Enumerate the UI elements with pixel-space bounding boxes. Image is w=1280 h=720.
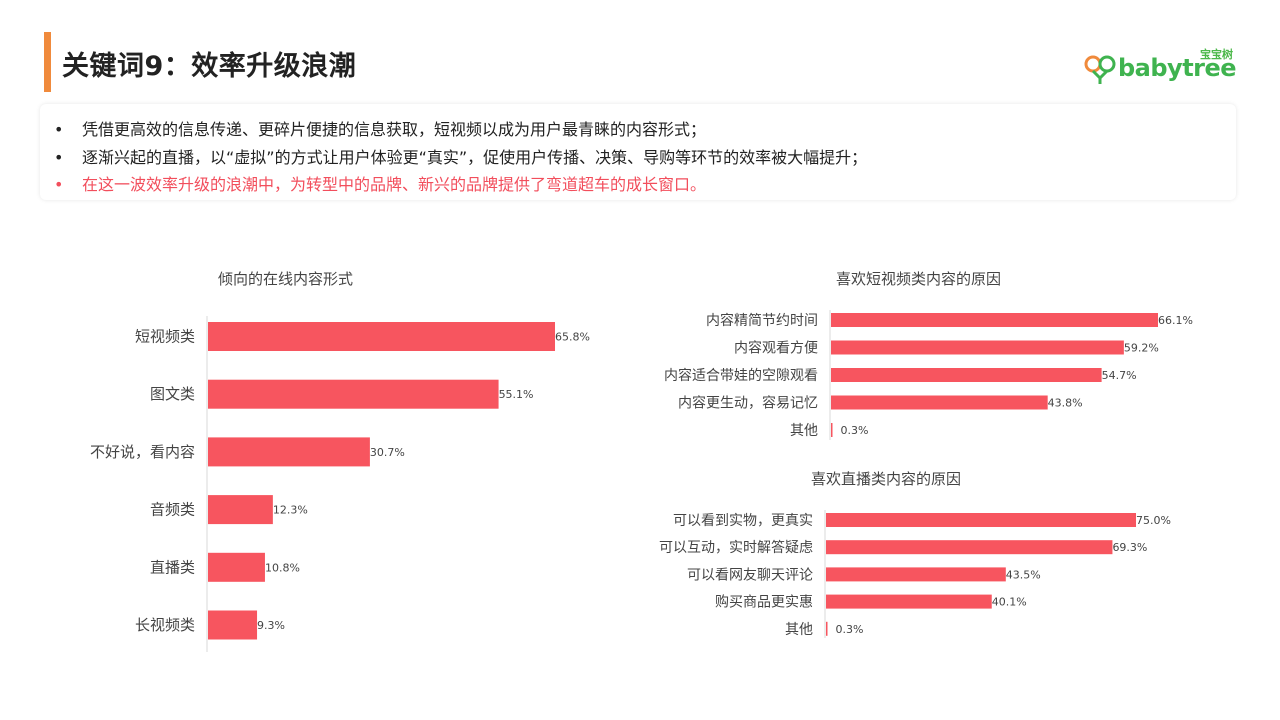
chart-value-label: 75.0% bbox=[1136, 514, 1171, 527]
chart-category-label: 内容更生动，容易记忆 bbox=[678, 395, 818, 412]
chart-category-label: 内容适合带娃的空隙观看 bbox=[664, 367, 818, 384]
summary-box: • 凭借更高效的信息传递、更碎片便捷的信息获取，短视频以成为用户最青睐的内容形式；… bbox=[40, 104, 1236, 200]
babytree-logo-icon bbox=[1084, 55, 1116, 84]
chart-bar bbox=[831, 423, 833, 437]
chart-1: 短视频类 65.8% 图文类 55.1% 不好说，看内容 30.7% 音频类 12.3% 直播类… bbox=[90, 316, 590, 652]
chart-value-label: 0.3% bbox=[836, 623, 864, 636]
chart-bar bbox=[826, 567, 1006, 582]
chart-category-label: 音频类 bbox=[150, 501, 195, 519]
chart-bar bbox=[831, 313, 1158, 327]
bullet-text: 逐渐兴起的直播，以“虚拟”的方式让用户体验更“真实”，促使用户传播、决策、导购等… bbox=[82, 148, 868, 167]
page-title: 关键词9：效率升级浪潮 bbox=[62, 51, 357, 82]
logo-wordmark: babytree bbox=[1118, 54, 1237, 82]
chart-category-label: 其他 bbox=[785, 622, 813, 638]
bullet-text: 在这一波效率升级的浪潮中，为转型中的品牌、新兴的品牌提供了弯道超车的成长窗口。 bbox=[82, 175, 707, 194]
chart-category-label: 购买商品更实惠 bbox=[715, 595, 813, 611]
chart-value-label: 30.7% bbox=[370, 446, 405, 459]
chart-bar bbox=[826, 513, 1136, 527]
chart-value-label: 43.5% bbox=[1006, 568, 1041, 581]
chart-value-label: 40.1% bbox=[992, 596, 1027, 609]
chart-value-label: 69.3% bbox=[1112, 541, 1147, 554]
chart-category-label: 长视频类 bbox=[135, 616, 195, 634]
chart-bar bbox=[208, 495, 273, 525]
chart-2: 内容精简节约时间 66.1% 内容观看方便 59.2% 内容适合带娃的空隙观看 54.7%… bbox=[664, 310, 1193, 440]
chart-bar bbox=[831, 395, 1048, 410]
chart-bar bbox=[826, 540, 1113, 555]
bullet-item: • 逐渐兴起的直播，以“虚拟”的方式让用户体验更“真实”，促使用户传播、决策、导购… bbox=[54, 144, 867, 168]
bullet-marker: • bbox=[54, 175, 64, 194]
chart-value-label: 9.3% bbox=[257, 619, 285, 632]
chart-bar bbox=[208, 379, 499, 409]
chart-value-label: 12.3% bbox=[273, 504, 308, 517]
chart-value-label: 66.1% bbox=[1158, 314, 1193, 327]
chart-value-label: 43.8% bbox=[1048, 397, 1083, 410]
chart-value-label: 55.1% bbox=[499, 388, 534, 401]
chart-category-label: 可以看到实物，更真实 bbox=[673, 513, 813, 529]
chart-category-label: 可以看网友聊天评论 bbox=[687, 567, 813, 583]
chart-bar bbox=[831, 368, 1102, 382]
logo-chinese-name: 宝宝树 bbox=[1200, 48, 1233, 61]
bullet-marker: • bbox=[54, 148, 64, 167]
chart-category-label: 其他 bbox=[790, 423, 818, 439]
chart-category-label: 可以互动，实时解答疑虑 bbox=[659, 539, 813, 556]
chart-category-label: 短视频类 bbox=[135, 328, 195, 346]
chart-bar bbox=[208, 322, 555, 351]
title-accent-bar bbox=[44, 32, 51, 92]
chart-bar bbox=[831, 340, 1124, 355]
chart-bar bbox=[826, 594, 992, 609]
chart-3: 可以看到实物，更真实 75.0% 可以互动，实时解答疑虑 69.3% 可以看网友聊天评论… bbox=[659, 510, 1171, 638]
chart-title-short-video-reasons: 喜欢短视频类内容的原因 bbox=[836, 270, 1002, 288]
chart-bar bbox=[208, 610, 258, 640]
chart-category-label: 内容精简节约时间 bbox=[706, 312, 818, 329]
chart-title-live-reasons: 喜欢直播类内容的原因 bbox=[811, 470, 962, 488]
chart-bar bbox=[208, 437, 370, 467]
bullet-marker: • bbox=[54, 120, 64, 139]
chart-value-label: 59.2% bbox=[1124, 342, 1159, 355]
chart-category-label: 直播类 bbox=[150, 558, 195, 576]
chart-category-label: 不好说，看内容 bbox=[90, 443, 195, 461]
chart-bar bbox=[826, 621, 828, 636]
chart-title-content-format: 倾向的在线内容形式 bbox=[218, 270, 354, 288]
chart-bar bbox=[208, 552, 265, 582]
chart-value-label: 54.7% bbox=[1102, 369, 1137, 382]
chart-category-label: 内容观看方便 bbox=[734, 340, 818, 357]
bullet-item: • 凭借更高效的信息传递、更碎片便捷的信息获取，短视频以成为用户最青睐的内容形式； bbox=[54, 116, 706, 140]
chart-value-label: 65.8% bbox=[555, 331, 590, 344]
bullet-item-highlight: • 在这一波效率升级的浪潮中，为转型中的品牌、新兴的品牌提供了弯道超车的成长窗口。 bbox=[54, 171, 706, 195]
bullet-text: 凭借更高效的信息传递、更碎片便捷的信息获取，短视频以成为用户最青睐的内容形式； bbox=[82, 120, 707, 139]
chart-category-label: 图文类 bbox=[150, 385, 195, 403]
chart-value-label: 10.8% bbox=[265, 561, 300, 574]
chart-value-label: 0.3% bbox=[841, 424, 869, 437]
